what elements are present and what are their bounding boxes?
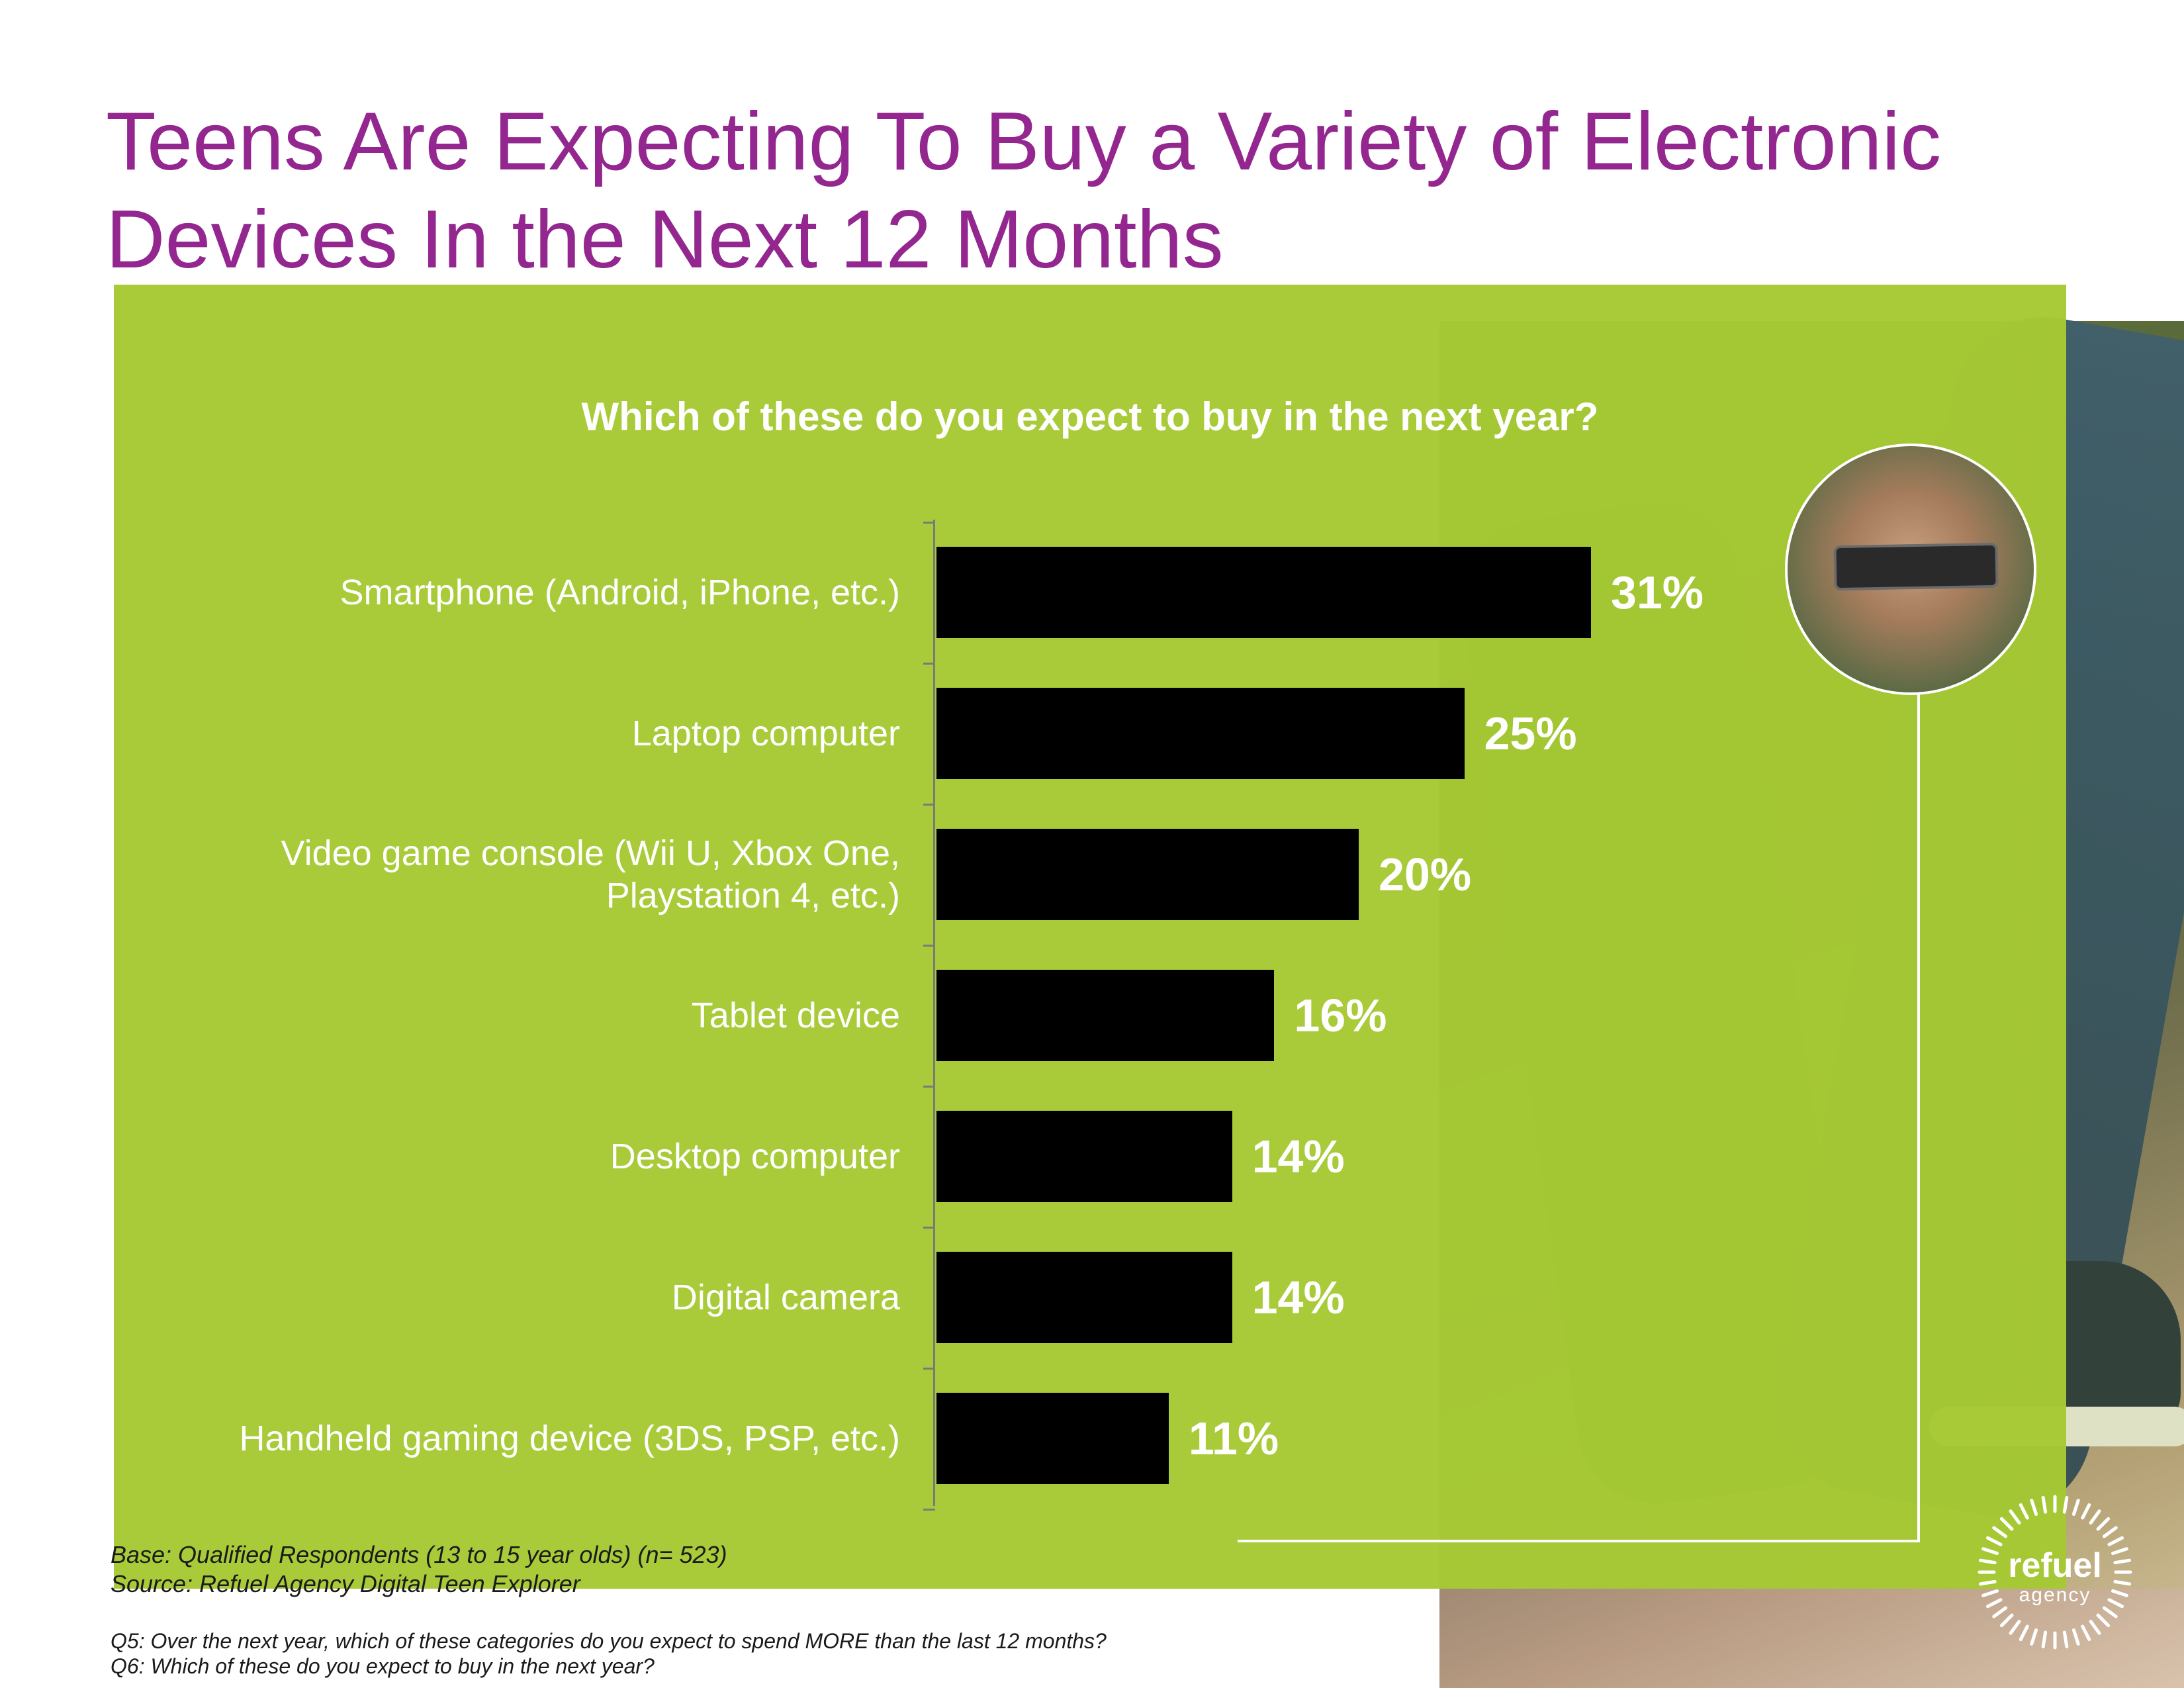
category-label-line: Desktop computer [610,1137,900,1176]
logo-ring-tick [2107,1536,2124,1546]
logo-ring-tick [1981,1589,1999,1597]
logo-ring-tick [2096,1613,2111,1628]
bar [936,970,1275,1061]
smartphone-inset-circle [1785,444,2036,695]
category-label: Desktop computer [172,1135,900,1178]
category-label: Video game console (Wii U, Xbox One, Play… [172,832,900,917]
logo-ring-tick [1999,1517,2014,1531]
logo-ring-tick [2071,1628,2080,1646]
logo-ring-icon [1978,1495,2132,1650]
axis-tick [923,1227,935,1229]
bar-value-label: 31% [1610,567,1704,618]
chart-panel [114,285,2066,1589]
logo-ring-tick [2089,1619,2101,1635]
page-title-line-2: Devices In the Next 12 Months [106,194,1224,285]
category-label: Laptop computer [172,712,900,755]
logo-ring-tick [2102,1526,2118,1538]
category-label-line: Laptop computer [631,714,900,753]
photo-edge-tint [2066,321,2184,1589]
category-label-line: Tablet device [691,996,900,1035]
logo-ring-tick [1985,1536,2003,1546]
bar [936,547,1591,638]
logo-ring-tick [2062,1495,2069,1514]
bar-value-label: 20% [1379,849,1472,900]
logo-subword: agency [2019,1584,2091,1606]
bar-value-label: 14% [1251,1272,1345,1323]
logo-word: refuel [2008,1546,2102,1585]
bar-value-label: 11% [1188,1413,1279,1464]
logo-ring-tick [1978,1558,1997,1565]
logo-ring-tick [2113,1579,2132,1586]
footnote-q6: Q6: Which of these do you expect to buy … [111,1654,655,1678]
refuel-agency-logo: refuel agency [1976,1493,2134,1652]
category-label: Smartphone (Android, iPhone, etc.) [172,571,900,614]
page-title: Teens Are Expecting To Buy a Variety of … [106,93,2025,289]
category-label: Handheld gaming device (3DS, PSP, etc.) [172,1417,900,1460]
category-label-line: Playstation 4, etc.) [606,876,900,915]
bar [936,1111,1232,1202]
axis-tick [923,945,935,947]
axis-tick [923,663,935,665]
category-label-line: Handheld gaming device (3DS, PSP, etc.) [239,1419,900,1458]
bar [936,829,1359,920]
logo-ring-tick [1999,1613,2014,1628]
logo-ring-tick [2081,1624,2091,1642]
bar [936,688,1465,779]
logo-ring-tick [2096,1517,2111,1531]
logo-ring-tick [1992,1526,2008,1538]
category-label-line: Smartphone (Android, iPhone, etc.) [340,573,900,612]
logo-ring-tick [2071,1499,2080,1517]
logo-ring-tick [2030,1499,2038,1517]
smartphone-icon [1833,542,1999,591]
axis-tick [923,804,935,806]
logo-ring-tick [1978,1579,1997,1586]
bar-value-label: 25% [1484,708,1577,759]
frame-line-vertical [1917,685,1920,1542]
logo-ring-tick [2111,1589,2128,1597]
logo-ring-tick [2009,1509,2021,1525]
chart-title: Which of these do you expect to buy in t… [581,395,1599,439]
logo-ring-tick [2113,1558,2132,1565]
logo-ring-tick [1981,1547,1999,1556]
logo-ring-tick [2009,1619,2021,1635]
page-title-line-1: Teens Are Expecting To Buy a Variety of … [106,96,1942,187]
logo-ring-tick [2019,1624,2029,1642]
axis-tick [923,1368,935,1370]
logo-ring-tick [2107,1598,2124,1609]
logo-ring-tick [2062,1630,2069,1649]
bar-value-label: 14% [1251,1131,1345,1182]
logo-ring-tick [2041,1495,2048,1514]
logo-ring-tick [1985,1598,2003,1609]
logo-ring-tick [2111,1547,2128,1556]
category-label-line: Video game console (Wii U, Xbox One, [281,833,900,873]
bar [936,1252,1232,1343]
category-axis [933,520,935,1506]
axis-tick [923,1509,935,1511]
logo-ring-tick [2019,1503,2029,1520]
footnote-q5: Q5: Over the next year, which of these c… [111,1629,1107,1653]
bar [936,1393,1169,1484]
logo-ring-tick [2102,1606,2118,1618]
axis-tick [923,522,935,524]
category-label-line: Digital camera [671,1278,900,1317]
logo-ring-tick [2089,1509,2101,1525]
logo-ring-tick [1992,1606,2008,1618]
bar-value-label: 16% [1294,990,1387,1041]
logo-ring-tick [2041,1630,2048,1649]
frame-line-horizontal [1238,1540,1920,1542]
logo-ring-tick [2081,1503,2091,1520]
footnote-source: Source: Refuel Agency Digital Teen Explo… [111,1570,580,1597]
footnote-base: Base: Qualified Respondents (13 to 15 ye… [111,1541,727,1568]
axis-tick [923,1086,935,1088]
category-label: Digital camera [172,1276,900,1319]
category-label: Tablet device [172,994,900,1037]
logo-ring-tick [2030,1628,2038,1646]
